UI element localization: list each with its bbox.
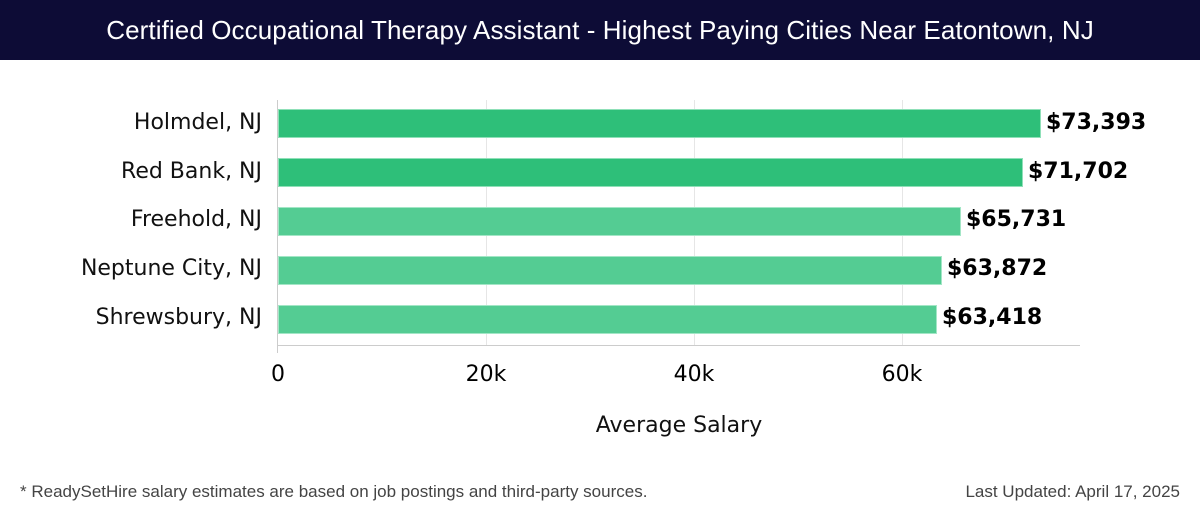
category-label: Neptune City, NJ	[80, 256, 262, 281]
chart-header: Certified Occupational Therapy Assistant…	[0, 0, 1200, 60]
bar-holmdel	[278, 109, 1041, 138]
x-axis-line	[277, 345, 1080, 346]
x-axis-title: Average Salary	[595, 413, 763, 438]
value-label: $63,418	[942, 305, 1043, 330]
chart-title: Certified Occupational Therapy Assistant…	[106, 14, 1094, 45]
y-axis-line	[277, 100, 278, 353]
value-label: $65,731	[966, 207, 1067, 232]
bar-red-bank	[278, 158, 1023, 187]
value-label: $73,393	[1046, 110, 1147, 135]
category-label: Red Bank, NJ	[121, 159, 262, 184]
value-label: $71,702	[1028, 159, 1129, 184]
x-tick-label: 60k	[881, 362, 923, 387]
bar-shrewsbury	[278, 305, 937, 334]
bar-neptune-city	[278, 256, 942, 285]
category-label: Freehold, NJ	[130, 207, 262, 232]
x-tick-label: 20k	[465, 362, 507, 387]
bar-chart: Holmdel, NJ $73,393 Red Bank, NJ $71,702…	[80, 100, 1147, 438]
category-label: Shrewsbury, NJ	[95, 305, 262, 330]
last-updated: Last Updated: April 17, 2025	[965, 482, 1180, 501]
category-label: Holmdel, NJ	[133, 110, 262, 135]
x-tick-label: 0	[271, 362, 285, 387]
x-tick-label: 40k	[673, 362, 715, 387]
bar-freehold	[278, 207, 961, 236]
value-label: $63,872	[947, 256, 1048, 281]
footnote: * ReadySetHire salary estimates are base…	[20, 482, 648, 501]
